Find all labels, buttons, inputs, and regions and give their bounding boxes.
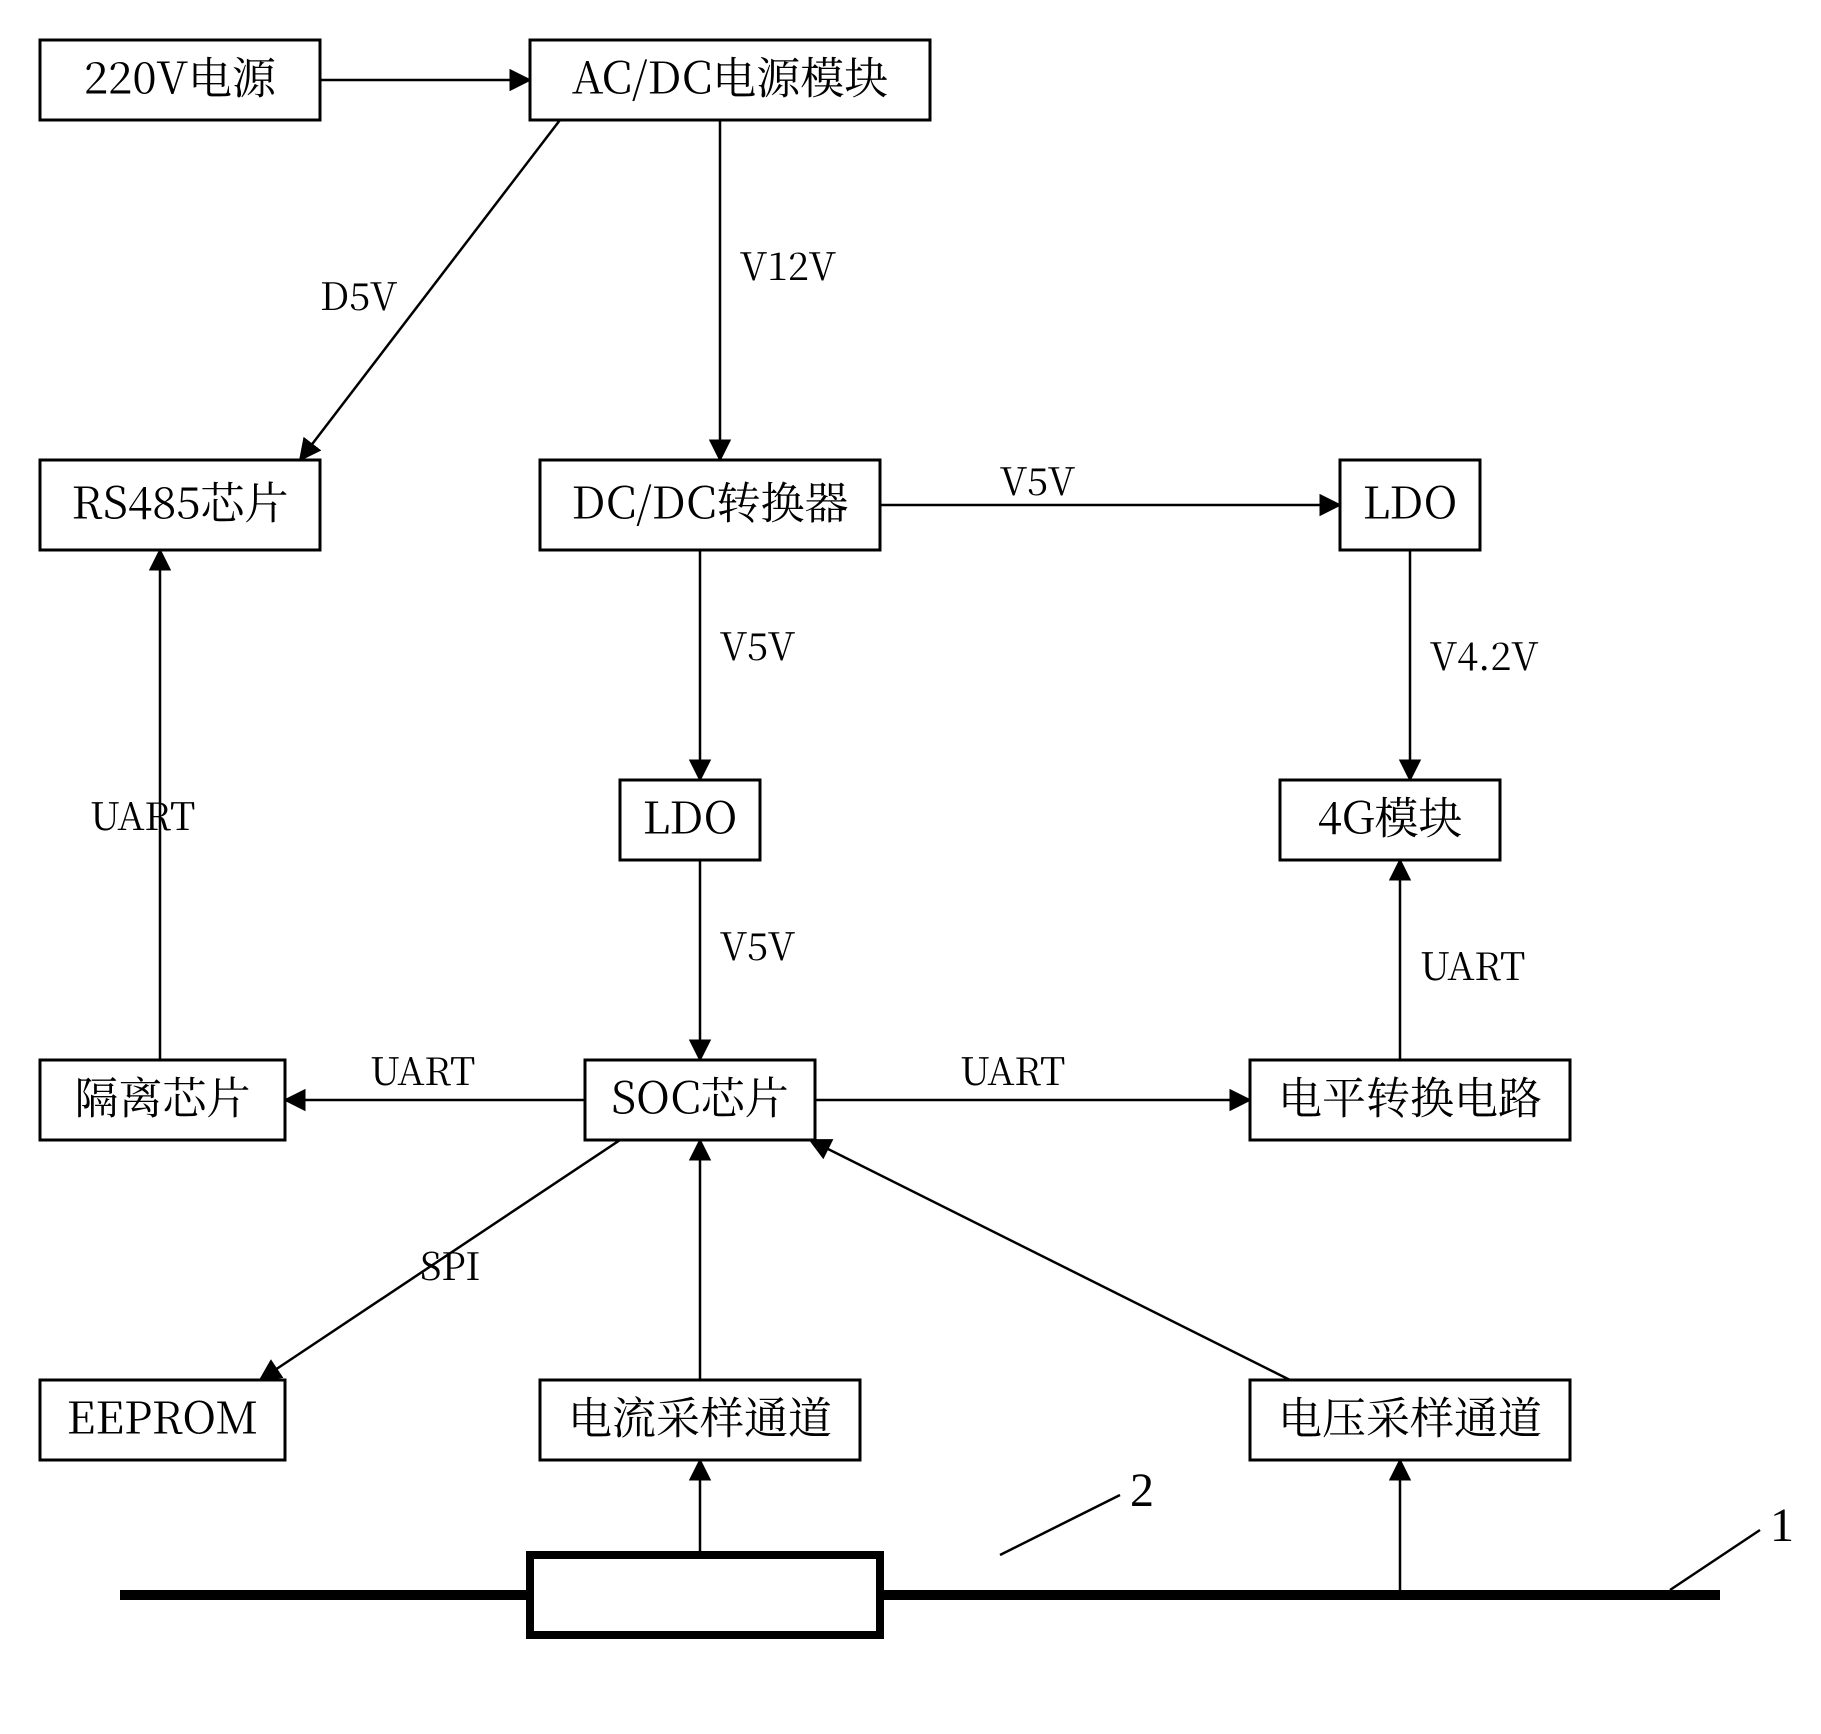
ref-num-1: 1 bbox=[1770, 1499, 1794, 1552]
ct-box bbox=[530, 1555, 880, 1635]
edge-label-level_shift-module_4g: UART bbox=[1420, 936, 1525, 991]
block-diagram: D5V V12V V5V V5V V4.2V V5V UART UART UART UART SPI… bbox=[0, 0, 1821, 1734]
node-label-dcdc: DC/DC转换器 bbox=[572, 467, 849, 531]
node-label-ldo_center: LDO bbox=[643, 782, 738, 846]
edge-label-soc-isolation: UART bbox=[370, 1041, 475, 1096]
node-label-ldo_right: LDO bbox=[1363, 467, 1458, 531]
node-label-level_shift: 电平转换电路 bbox=[1278, 1062, 1542, 1126]
ref-leader-2 bbox=[1000, 1495, 1120, 1555]
edge-label-soc-level_shift: UART bbox=[960, 1041, 1065, 1096]
edge-label-acdc-dcdc: V12V bbox=[740, 236, 836, 291]
edge-label-ldo_center-soc: V5V bbox=[720, 916, 795, 971]
node-label-module_4g: 4G模块 bbox=[1318, 782, 1463, 846]
node-label-voltage_ch: 电压采样通道 bbox=[1278, 1382, 1542, 1446]
node-label-power_220v: 220V电源 bbox=[84, 42, 277, 106]
edge-label-acdc-rs485: D5V bbox=[320, 266, 397, 321]
node-label-rs485: RS485芯片 bbox=[71, 467, 288, 531]
edge-label-soc-eeprom: SPI bbox=[420, 1236, 481, 1291]
node-label-current_ch: 电流采样通道 bbox=[568, 1382, 832, 1446]
edge-label-ldo_right-module_4g: V4.2V bbox=[1430, 626, 1539, 681]
node-label-eeprom: EEPROM bbox=[67, 1382, 259, 1446]
node-label-acdc: AC/DC电源模块 bbox=[572, 42, 889, 106]
ref-leader-1 bbox=[1670, 1530, 1760, 1590]
node-label-soc: SOC芯片 bbox=[611, 1062, 789, 1126]
node-label-isolation: 隔离芯片 bbox=[75, 1062, 251, 1126]
edge-label-dcdc-ldo_right: V5V bbox=[1000, 451, 1075, 506]
edge-label-dcdc-ldo_center: V5V bbox=[720, 616, 795, 671]
ref-num-2: 2 bbox=[1130, 1464, 1154, 1517]
edge-voltage_ch-soc bbox=[810, 1140, 1290, 1380]
edge-label-isolation-rs485: UART bbox=[90, 786, 195, 841]
